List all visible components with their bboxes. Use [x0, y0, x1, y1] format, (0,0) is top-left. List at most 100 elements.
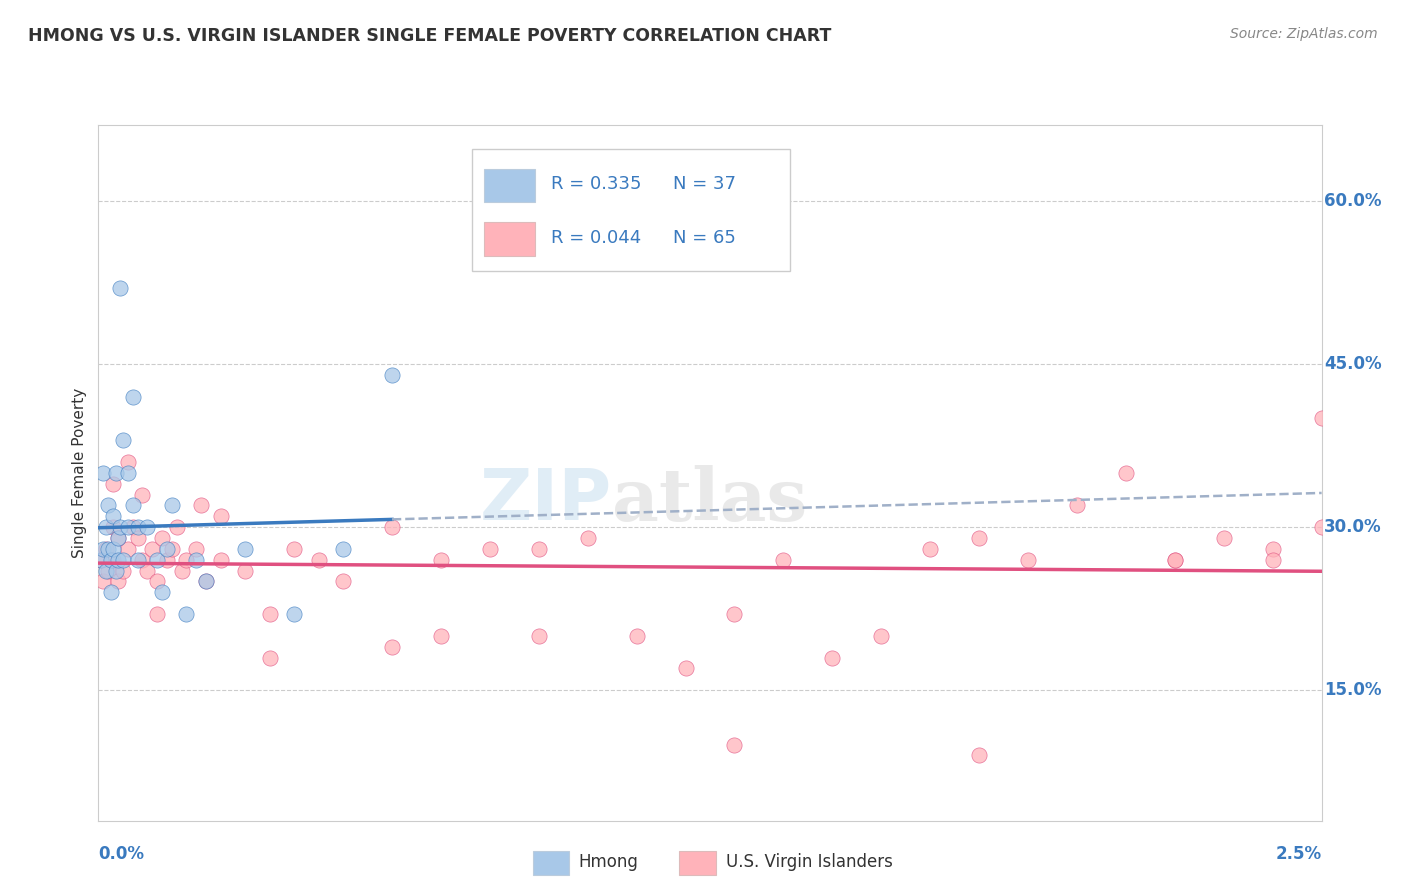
- Point: [94, 520, 117, 534]
- Point: [156, 552, 179, 567]
- Text: atlas: atlas: [612, 465, 807, 536]
- Point: [156, 541, 179, 556]
- Point: [209, 509, 232, 524]
- Point: [166, 520, 188, 534]
- FancyBboxPatch shape: [484, 222, 536, 256]
- Text: 45.0%: 45.0%: [1324, 355, 1382, 373]
- Point: [283, 607, 305, 621]
- Point: [478, 541, 501, 556]
- Point: [107, 574, 129, 589]
- Point: [150, 585, 173, 599]
- Point: [430, 629, 453, 643]
- Point: [870, 629, 893, 643]
- Point: [259, 650, 281, 665]
- Text: R = 0.335: R = 0.335: [551, 175, 641, 193]
- Point: [195, 574, 218, 589]
- Text: Source: ZipAtlas.com: Source: ZipAtlas.com: [1230, 27, 1378, 41]
- Y-axis label: Single Female Poverty: Single Female Poverty: [72, 388, 87, 558]
- Point: [381, 368, 404, 382]
- Point: [100, 552, 122, 567]
- Text: ZIP: ZIP: [479, 467, 612, 535]
- Point: [186, 552, 208, 567]
- Point: [136, 564, 159, 578]
- Point: [97, 499, 120, 513]
- Point: [97, 564, 120, 578]
- Point: [821, 650, 844, 665]
- Point: [121, 520, 143, 534]
- Point: [117, 520, 139, 534]
- Point: [308, 552, 330, 567]
- Point: [91, 574, 114, 589]
- Point: [117, 466, 139, 480]
- Point: [121, 390, 143, 404]
- Point: [146, 552, 169, 567]
- FancyBboxPatch shape: [471, 149, 790, 271]
- Point: [97, 541, 120, 556]
- Point: [94, 564, 117, 578]
- Point: [110, 520, 132, 534]
- Point: [117, 455, 139, 469]
- Point: [1017, 552, 1039, 567]
- Text: 0.0%: 0.0%: [98, 845, 145, 863]
- Point: [1310, 520, 1333, 534]
- Point: [233, 564, 256, 578]
- Point: [967, 748, 990, 763]
- Text: U.S. Virgin Islanders: U.S. Virgin Islanders: [725, 854, 893, 871]
- Point: [107, 531, 129, 545]
- Text: 15.0%: 15.0%: [1324, 681, 1382, 699]
- Point: [576, 531, 599, 545]
- Point: [111, 433, 134, 447]
- Point: [91, 466, 114, 480]
- Point: [127, 552, 149, 567]
- Point: [1066, 499, 1088, 513]
- Point: [1261, 552, 1284, 567]
- Point: [150, 531, 173, 545]
- Point: [110, 281, 132, 295]
- Point: [675, 661, 697, 675]
- Point: [160, 499, 183, 513]
- Point: [176, 552, 198, 567]
- Point: [1261, 541, 1284, 556]
- Point: [136, 520, 159, 534]
- Text: 30.0%: 30.0%: [1324, 518, 1382, 536]
- Point: [91, 541, 114, 556]
- Point: [146, 574, 169, 589]
- Point: [146, 607, 169, 621]
- Point: [1115, 466, 1137, 480]
- Point: [1310, 411, 1333, 425]
- Point: [111, 552, 134, 567]
- Point: [107, 531, 129, 545]
- Point: [90, 552, 112, 567]
- Point: [332, 541, 354, 556]
- Point: [1212, 531, 1234, 545]
- Point: [527, 629, 550, 643]
- Point: [723, 738, 745, 752]
- Point: [176, 607, 198, 621]
- Point: [259, 607, 281, 621]
- Point: [94, 541, 117, 556]
- Point: [121, 499, 143, 513]
- Point: [104, 564, 127, 578]
- Text: N = 65: N = 65: [673, 228, 737, 246]
- Point: [131, 552, 153, 567]
- Point: [381, 520, 404, 534]
- Text: N = 37: N = 37: [673, 175, 737, 193]
- Point: [1164, 552, 1187, 567]
- Text: 60.0%: 60.0%: [1324, 192, 1382, 210]
- Point: [527, 541, 550, 556]
- FancyBboxPatch shape: [484, 169, 536, 202]
- Point: [127, 520, 149, 534]
- FancyBboxPatch shape: [679, 851, 716, 875]
- Point: [104, 466, 127, 480]
- Point: [101, 509, 124, 524]
- Point: [100, 585, 122, 599]
- Point: [723, 607, 745, 621]
- Point: [170, 564, 193, 578]
- Point: [107, 552, 129, 567]
- Point: [160, 541, 183, 556]
- Point: [381, 640, 404, 654]
- Point: [111, 564, 134, 578]
- Point: [141, 541, 163, 556]
- Point: [920, 541, 942, 556]
- Point: [626, 629, 648, 643]
